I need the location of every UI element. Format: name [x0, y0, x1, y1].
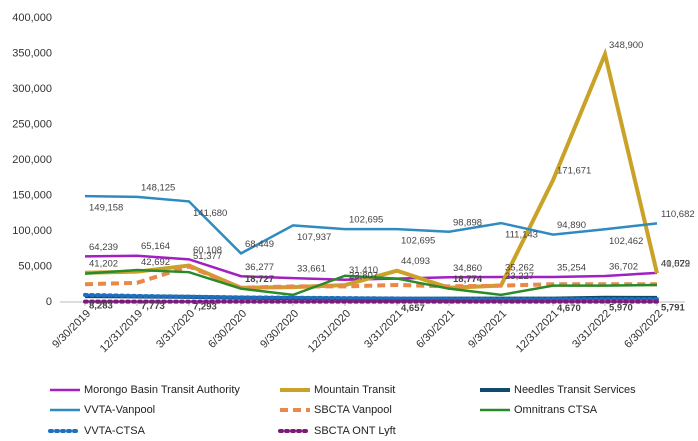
data-label: 149,158 [89, 203, 123, 214]
legend-label: VVTA-CTSA [84, 425, 146, 436]
data-label: 5,791 [661, 302, 685, 313]
x-tick-label: 12/31/2020 [306, 308, 353, 355]
x-tick-label: 3/31/2020 [154, 308, 197, 351]
data-label: 33,661 [297, 264, 326, 275]
series-line [84, 194, 658, 255]
data-label: 18,727 [245, 274, 274, 285]
legend-label: SBCTA ONT Lyft [314, 425, 396, 436]
x-tick-label: 12/31/2019 [98, 308, 145, 355]
data-label: 31,410 [349, 265, 378, 276]
data-label: 94,890 [557, 220, 586, 231]
data-label: 35,262 [505, 262, 534, 273]
data-label: 111,143 [505, 230, 538, 241]
legend-label: SBCTA Vanpool [314, 404, 392, 416]
x-tick-label: 12/31/2021 [514, 308, 561, 355]
data-label: 36,702 [609, 261, 638, 272]
x-tick-label: 3/31/2021 [362, 308, 405, 351]
data-label: 60,108 [193, 245, 222, 256]
data-label: 34,860 [453, 263, 482, 274]
data-label: 4,657 [401, 303, 425, 314]
data-label: 7,293 [193, 301, 217, 312]
x-tick-label: 6/30/2022 [622, 308, 665, 351]
series-line [84, 268, 658, 297]
data-label: 23,227 [505, 271, 534, 282]
data-label: 348,900 [609, 40, 643, 51]
y-tick-label: 50,000 [18, 260, 52, 272]
data-label: 5,970 [609, 302, 633, 313]
data-label: 41,202 [89, 258, 118, 269]
data-label: 110,682 [661, 209, 695, 220]
x-tick-label: 9/30/2020 [258, 308, 301, 351]
data-label: 23,807 [349, 271, 378, 282]
data-label: 171,671 [557, 166, 591, 177]
y-tick-label: 0 [46, 296, 52, 308]
data-label: 7,773 [141, 301, 165, 312]
data-label: 102,695 [401, 236, 435, 247]
y-tick-label: 100,000 [12, 225, 52, 237]
series-line [84, 264, 657, 290]
legend-label: VVTA-Vanpool [84, 404, 155, 416]
legend-label: Mountain Transit [314, 384, 395, 396]
data-label: 68,449 [245, 239, 274, 250]
data-label: 4,670 [557, 303, 581, 314]
data-label: 41,022 [661, 258, 690, 269]
data-label: 102,462 [609, 236, 643, 247]
legend-label: Morongo Basin Transit Authority [84, 384, 240, 396]
x-tick-label: 6/30/2020 [206, 308, 249, 351]
data-label: 107,937 [297, 232, 331, 243]
y-tick-label: 250,000 [12, 118, 52, 130]
x-tick-label: 9/30/2019 [50, 308, 93, 351]
x-tick-label: 9/30/2021 [466, 308, 509, 351]
data-label: 42,692 [141, 257, 170, 268]
data-label: 18,774 [453, 274, 483, 285]
data-label: 98,898 [453, 217, 482, 228]
data-label: 8,283 [89, 301, 113, 312]
data-label: 102,695 [349, 215, 383, 226]
data-label: 40,579 [661, 259, 690, 270]
data-label: 36,277 [245, 262, 274, 273]
data-label: 35,254 [557, 262, 586, 273]
y-tick-label: 200,000 [12, 154, 52, 166]
y-tick-label: 350,000 [12, 47, 52, 59]
data-label: 44,093 [401, 256, 430, 267]
y-tick-label: 300,000 [12, 83, 52, 95]
data-label: 64,239 [89, 242, 118, 253]
legend-label: Needles Transit Services [514, 384, 636, 396]
y-tick-label: 400,000 [12, 12, 52, 24]
data-label: 51,377 [193, 251, 222, 262]
series-line [83, 292, 659, 302]
y-tick-label: 150,000 [12, 189, 52, 201]
data-label: 65,164 [141, 241, 170, 252]
data-label: 141,680 [193, 208, 227, 219]
data-label: 148,125 [141, 182, 175, 193]
legend-label: Omnitrans CTSA [514, 404, 598, 416]
